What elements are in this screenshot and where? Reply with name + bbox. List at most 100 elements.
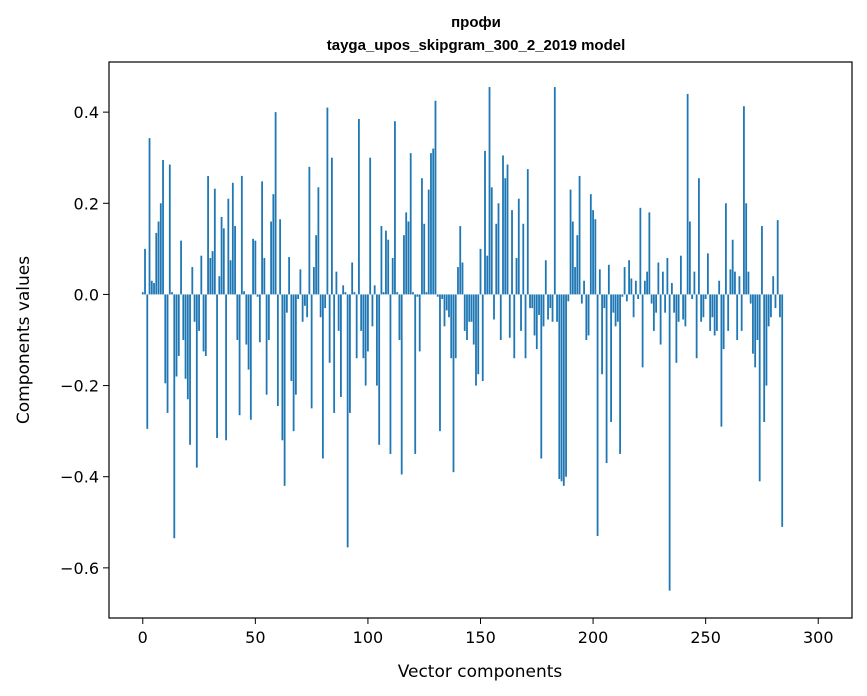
bar [770,294,772,318]
bar [668,294,671,591]
bar [477,294,480,375]
bar [486,255,489,295]
bar [630,278,633,295]
bar [407,221,410,295]
bar [745,203,748,295]
bar [736,294,739,340]
bar [389,294,392,454]
bar [177,294,180,356]
bar [173,294,176,539]
bar [664,294,667,313]
bar [616,294,619,322]
bar [542,294,545,327]
bar [423,223,426,295]
bar [734,271,736,295]
bar [704,294,707,299]
bar [571,221,574,295]
y-tick-label: −0.4 [60,468,99,487]
bar [382,292,385,295]
bar [612,294,615,313]
bar [601,294,603,375]
bar [553,87,556,295]
bar [481,294,484,382]
bar [655,294,658,313]
bar [738,276,741,295]
bar [731,239,734,295]
bar [643,280,646,295]
bar [763,294,766,423]
bar [184,294,187,379]
bar [227,198,230,295]
bar [360,294,363,331]
bar [490,187,493,295]
x-tick-label: 250 [690,628,721,647]
bar [499,294,502,340]
bar [274,112,277,295]
bar [517,198,520,295]
bar [646,271,649,295]
x-tick-label: 100 [353,628,384,647]
bar [511,210,513,295]
bar [371,294,374,327]
bar [513,294,516,359]
bar [684,294,687,327]
bar [342,285,345,295]
bar [468,294,471,322]
bar [493,294,495,320]
bar [479,248,482,295]
bar [641,294,644,368]
bar [441,294,444,299]
bar [560,294,563,482]
bar [396,292,399,295]
bar [578,175,581,295]
bar [301,294,304,322]
bar [504,178,507,295]
bar [166,294,169,413]
bar [189,294,191,445]
bar [331,157,333,295]
bar [619,294,621,454]
bar [306,294,309,318]
bar [378,294,381,445]
bar [538,294,540,315]
bar [220,216,223,295]
y-tick-label: −0.6 [60,559,99,578]
bar [256,294,259,297]
bar [243,291,245,295]
bar [673,294,676,313]
bar [252,238,254,295]
bar [418,294,421,352]
bar [679,255,682,295]
bar [688,221,691,295]
bar [695,294,698,359]
bar [747,271,750,295]
bar [200,255,203,295]
bar [367,294,369,352]
bar [691,294,694,299]
bar [495,223,498,295]
bar [574,267,576,295]
bar [698,178,700,295]
bar [729,269,732,295]
bar [587,294,590,336]
bar [376,294,378,386]
bar [634,280,637,295]
bar [686,93,689,295]
bar [326,107,329,295]
bar [540,294,543,459]
x-tick-label: 200 [578,628,609,647]
bar [781,294,784,527]
bar [758,294,761,482]
bar [412,292,414,295]
x-tick-label: 0 [138,628,148,647]
bar [254,240,257,295]
bar [466,294,468,340]
bar [693,271,696,295]
bar [430,153,432,295]
bar [659,294,662,345]
bar [281,294,284,441]
chart-title: профи [451,14,501,31]
bar [774,294,777,309]
bar [448,294,450,318]
